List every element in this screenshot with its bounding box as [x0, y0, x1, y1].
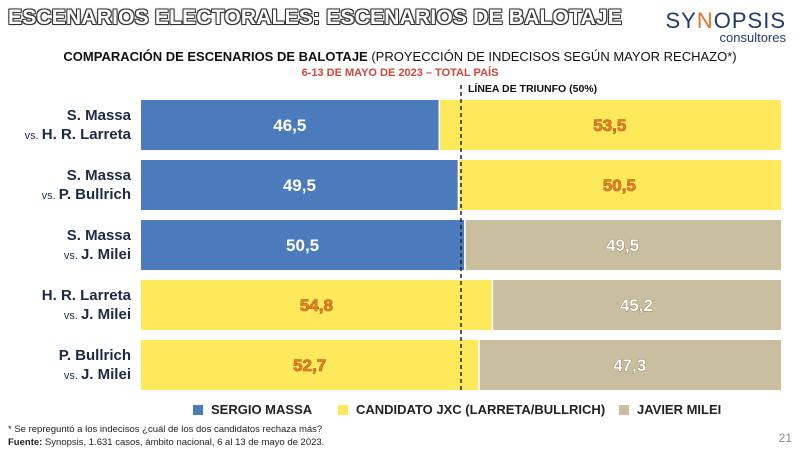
data-label-left: 52,7	[293, 356, 326, 375]
page-title: ESCENARIOS ELECTORALES: ESCENARIOS DE BA…	[8, 6, 622, 29]
bar-massa	[141, 100, 439, 150]
footnote: * Se repreguntó a los indecisos ¿cuál de…	[8, 424, 323, 435]
data-label-right: 53,5	[593, 116, 626, 135]
bar-milei	[464, 220, 781, 270]
legend-label: JAVIER MILEI	[637, 402, 722, 417]
category-label: vs. J. Milei	[64, 366, 131, 383]
category-label: vs. J. Milei	[64, 246, 131, 263]
data-label-left: 46,5	[273, 116, 306, 135]
bar-separator	[438, 100, 441, 150]
bar-separator	[491, 280, 494, 330]
threshold-label: LÍNEA DE TRIUNFO (50%)	[468, 83, 598, 95]
legend-item-milei: JAVIER MILEI	[619, 402, 721, 417]
data-label-right: 45,2	[620, 296, 653, 315]
legend-label: SERGIO MASSA	[211, 402, 313, 417]
category-label: S. Massa	[67, 107, 132, 124]
bar-jxc	[141, 340, 479, 390]
category-label: vs. P. Bullrich	[42, 186, 131, 203]
synopsis-logo: SYNOPSIS consultores	[665, 8, 787, 45]
data-label-left: 54,8	[300, 296, 333, 315]
data-label-left: 50,5	[286, 236, 319, 255]
bar-separator	[457, 160, 460, 210]
data-label-right: 50,5	[603, 176, 636, 195]
bar-milei	[491, 280, 781, 330]
category-label: P. Bullrich	[59, 347, 131, 364]
category-label: vs. H. R. Larreta	[25, 126, 132, 143]
chart-title: COMPARACIÓN DE ESCENARIOS DE BALOTAJE (P…	[63, 49, 737, 64]
legend-label: CANDIDATO JXC (LARRETA/BULLRICH)	[356, 402, 606, 417]
bar-jxc	[438, 100, 781, 150]
bar-jxc	[141, 280, 492, 330]
bar-separator	[478, 340, 480, 390]
chart-subtitle: 6-13 DE MAYO DE 2023 – TOTAL PAÍS	[301, 67, 499, 79]
category-label: vs. J. Milei	[64, 306, 131, 323]
logo-wordmark: SYNOPSIS	[665, 8, 786, 33]
category-label: H. R. Larreta	[42, 287, 132, 304]
logo-subtitle: consultores	[719, 30, 786, 45]
legend-swatch	[338, 405, 348, 415]
bar-separator	[464, 220, 466, 270]
data-label-left: 49,5	[283, 176, 316, 195]
source-note: Fuente: Synopsis, 1.631 casos, ámbito na…	[8, 437, 325, 448]
category-label: S. Massa	[67, 167, 132, 184]
legend-swatch	[619, 405, 629, 415]
legend-item-massa: SERGIO MASSA	[193, 402, 312, 417]
category-label: S. Massa	[67, 227, 132, 244]
data-label-right: 49,5	[606, 236, 639, 255]
legend-swatch	[193, 405, 203, 415]
data-label-right: 47,3	[613, 356, 646, 375]
bar-milei	[478, 340, 781, 390]
bar-massa	[141, 220, 465, 270]
bar-jxc	[457, 160, 781, 210]
bar-massa	[141, 160, 458, 210]
page-number: 21	[778, 431, 792, 445]
legend-item-jxc: CANDIDATO JXC (LARRETA/BULLRICH)	[338, 402, 605, 417]
